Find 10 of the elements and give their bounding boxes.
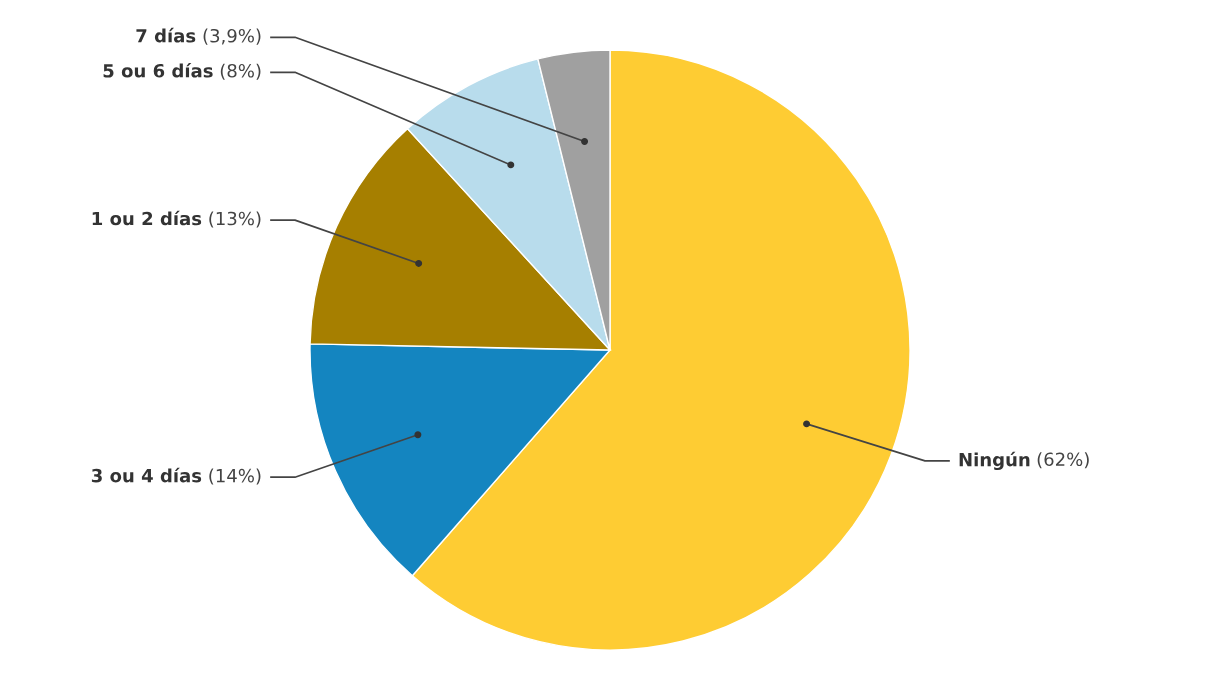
data-label: (14%): [209, 468, 261, 485]
slice-label: 1 ou 2 días: [92, 210, 202, 226]
data-label: (62%): [1037, 452, 1089, 469]
slice-label: 7 días: [136, 27, 196, 43]
data-label: (3,9%): [203, 28, 261, 45]
slice-label: 5 ou 6 días: [103, 62, 213, 78]
slice-label: 3 ou 4 días: [91, 467, 202, 483]
slice-label: Ningún: [959, 451, 1030, 471]
data-label: (13%): [209, 211, 261, 228]
data-label: (8%): [220, 63, 261, 80]
